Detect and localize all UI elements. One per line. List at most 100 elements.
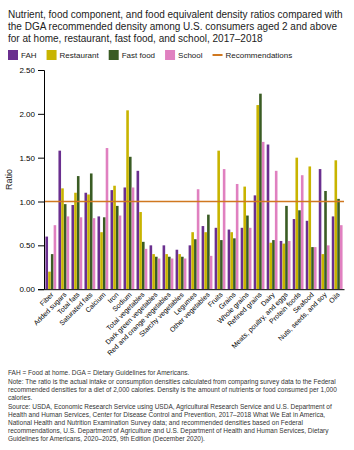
bar	[321, 254, 324, 289]
bar-series	[48, 105, 337, 289]
text-line: recommendations, U.S. Department of Agri…	[8, 427, 329, 435]
x-tick-label: Red and orange vegetables	[106, 291, 173, 358]
plot: 0.000.501.001.502.002.50FiberAdded sugar…	[19, 66, 344, 357]
y-tick-mark	[38, 114, 44, 115]
bar	[145, 249, 148, 289]
x-tick: Calcium	[84, 289, 107, 314]
bar-series	[51, 94, 340, 290]
bar	[220, 240, 223, 289]
bar	[285, 206, 288, 289]
bar-series	[45, 145, 334, 290]
bar	[90, 173, 93, 289]
bar	[272, 240, 275, 289]
y-tick-label: 0.00	[19, 285, 35, 294]
note: FAH = Food at home. DGA = Dietary Guidel…	[8, 369, 190, 377]
bar	[337, 199, 340, 289]
legend-swatch	[109, 50, 119, 60]
bar	[202, 226, 205, 289]
text-line: calories.	[8, 394, 32, 401]
bar	[267, 145, 270, 290]
chart-svg: Nutrient, food component, and food equiv…	[0, 0, 354, 450]
bar	[311, 247, 314, 289]
bar	[48, 272, 51, 290]
bar	[241, 228, 244, 289]
x-tick: Red and orange vegetables	[106, 289, 173, 357]
bar	[191, 232, 194, 289]
text-line: Note: The ratio is the actual intake or …	[8, 378, 336, 386]
y-tick-mark	[38, 289, 44, 290]
bar	[275, 171, 278, 289]
bar	[87, 194, 90, 289]
bar	[64, 204, 67, 289]
bar	[319, 169, 322, 289]
legend-label: School	[178, 51, 203, 60]
bar	[197, 189, 200, 289]
bar	[67, 216, 70, 289]
x-axis: FiberAdded sugarsTotal fatsSaturated fat…	[32, 289, 344, 357]
legend-item: School	[165, 50, 203, 60]
bar	[51, 254, 54, 289]
bar	[254, 195, 257, 289]
bar	[282, 244, 285, 290]
y-tick-mark	[38, 202, 44, 203]
y-tick: 1.00	[19, 198, 44, 207]
legend-swatch	[47, 50, 57, 60]
bar	[74, 193, 77, 289]
bar	[293, 219, 296, 289]
y-tick-label: 1.50	[19, 154, 35, 163]
bar	[152, 254, 155, 289]
text-line: the DGA recommended density among U.S. c…	[8, 21, 338, 32]
text-line: FAH = Food at home. DGA = Dietary Guidel…	[8, 369, 190, 377]
bar	[106, 148, 109, 289]
legend-label: FAH	[21, 51, 37, 60]
marks	[44, 94, 344, 290]
text-line: Source: USDA, Economic Research Service …	[8, 403, 332, 411]
axis-line	[45, 289, 345, 290]
bar	[280, 241, 283, 289]
bar	[189, 245, 192, 289]
bar	[210, 256, 213, 289]
y-axis: 0.000.501.001.502.002.50	[19, 66, 44, 294]
x-tick: Dark green vegetables	[104, 289, 160, 346]
note: Note: The ratio is the actual intake or …	[8, 378, 337, 401]
bar	[335, 160, 338, 289]
bar	[45, 237, 48, 290]
bar	[301, 175, 304, 289]
notes: FAH = Food at home. DGA = Dietary Guidel…	[8, 369, 337, 443]
legend-label: Fast food	[122, 51, 155, 60]
bar	[176, 250, 179, 289]
chart-container: Nutrient, food component, and food equiv…	[0, 0, 354, 450]
bar	[308, 166, 311, 289]
bar	[171, 258, 174, 289]
bar	[230, 232, 233, 289]
bar	[223, 169, 226, 289]
note: Source: USDA, Economic Research Service …	[8, 403, 332, 443]
x-tick-label: Nuts, seeds, and soy	[277, 291, 329, 343]
y-axis-title: Ratio	[4, 169, 14, 190]
bar	[217, 151, 220, 290]
y-tick-label: 0.50	[19, 241, 35, 250]
legend-item: Restaurant	[47, 50, 100, 60]
bar	[158, 258, 161, 289]
bar	[215, 228, 218, 289]
text-line: Guidelines for Americans, 2020–2025, 9th…	[8, 435, 205, 443]
bar	[168, 257, 171, 289]
bar	[228, 230, 231, 290]
x-tick-label: Calcium	[84, 291, 107, 314]
bar	[314, 247, 317, 289]
bar	[298, 210, 301, 289]
legend-item: Fast food	[109, 50, 155, 60]
text-line: for at home, restaurant, fast food, and …	[8, 33, 263, 44]
bar	[150, 245, 153, 289]
y-tick-label: 2.50	[19, 66, 35, 75]
reference-line	[44, 201, 344, 203]
y-tick-mark	[38, 158, 44, 159]
bar	[295, 158, 298, 290]
bar	[142, 242, 145, 289]
x-tick-label: Other vegetables	[168, 291, 212, 335]
bar	[324, 191, 327, 289]
chart-title: Nutrient, food component, and food equiv…	[8, 9, 343, 44]
legend-swatch	[165, 50, 175, 60]
bar	[327, 245, 330, 289]
bar	[288, 241, 291, 289]
